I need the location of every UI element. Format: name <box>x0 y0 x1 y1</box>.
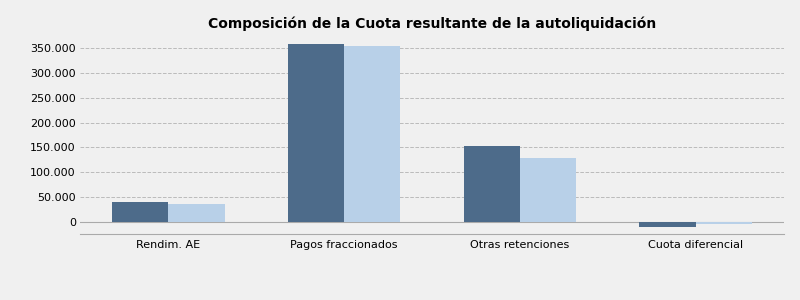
Bar <box>639 222 696 226</box>
Bar <box>464 146 520 222</box>
Legend: Total, Beneficio: Total, Beneficio <box>362 295 502 300</box>
Bar <box>344 46 400 222</box>
Bar <box>696 222 752 224</box>
Title: Composición de la Cuota resultante de la autoliquidación: Composición de la Cuota resultante de la… <box>208 16 656 31</box>
Bar <box>168 204 225 222</box>
Bar <box>288 44 344 222</box>
Bar <box>112 202 168 222</box>
Bar <box>520 158 576 222</box>
